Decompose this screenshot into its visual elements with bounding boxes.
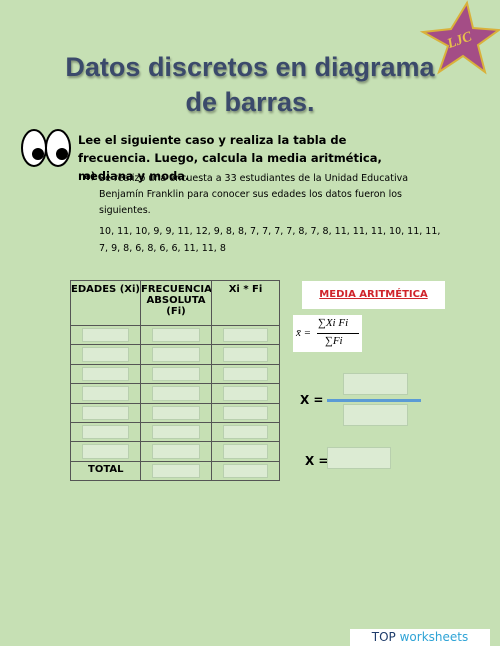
formula-lhs: x̄ = <box>296 327 312 339</box>
result-input[interactable] <box>327 447 391 469</box>
fraction-line <box>327 399 421 402</box>
title: Datos discretos en diagrama <box>65 52 435 82</box>
table-header: FRECUENCIA ABSOLUTA (Fi) <box>140 280 212 326</box>
denominator-input[interactable] <box>343 404 408 426</box>
answer-input[interactable] <box>152 366 200 382</box>
result-label: X = <box>305 454 329 468</box>
eyes-icon <box>21 129 71 167</box>
total-label: TOTAL <box>88 463 124 475</box>
answer-input[interactable] <box>152 386 200 401</box>
brand: worksheets <box>399 630 469 644</box>
answer-input[interactable] <box>152 347 200 362</box>
answer-input[interactable] <box>223 444 268 459</box>
answer-input[interactable] <box>152 328 200 343</box>
title: de barras. <box>185 87 315 117</box>
answer-input[interactable] <box>152 405 200 420</box>
footer-logo[interactable]: TOP worksheets <box>350 629 490 646</box>
answer-input[interactable] <box>223 347 268 362</box>
formula: x̄ = ∑Xi Fi ∑Fi <box>293 315 362 352</box>
answer-input[interactable] <box>82 386 129 401</box>
answer-input[interactable] <box>82 347 129 362</box>
result-label: X = <box>300 393 324 407</box>
formula-denominator: ∑Fi <box>325 335 343 347</box>
answer-input[interactable] <box>152 425 200 440</box>
answer-input[interactable] <box>82 366 129 382</box>
item-label: a) <box>84 171 96 182</box>
table-header: EDADES (Xi) <box>70 280 141 326</box>
answer-input[interactable] <box>223 463 268 479</box>
answer-input[interactable] <box>152 463 200 479</box>
table-header: Xi * Fi <box>211 280 280 326</box>
brand: TOP <box>371 630 396 644</box>
answer-input[interactable] <box>223 366 268 382</box>
instruction: Lee el siguiente caso y realiza la tabla… <box>78 133 382 183</box>
numerator-input[interactable] <box>343 373 408 395</box>
formula-numerator: ∑Xi Fi <box>318 317 349 329</box>
answer-input[interactable] <box>152 444 200 459</box>
answer-input[interactable] <box>223 425 268 440</box>
answer-input[interactable] <box>82 405 129 420</box>
mean-label: MEDIA ARITMÉTICA <box>302 281 445 309</box>
data-list: 10, 11, 10, 9, 9, 11, 12, 9, 8, 8, 7, 7,… <box>99 226 441 254</box>
table-cell <box>211 460 280 482</box>
frequency-table: EDADES (Xi) FRECUENCIA ABSOLUTA (Fi) Xi … <box>70 280 280 482</box>
answer-input[interactable] <box>82 328 129 343</box>
answer-input[interactable] <box>223 405 268 420</box>
answer-input[interactable] <box>82 444 129 459</box>
badge-star: LJC <box>419 0 500 75</box>
answer-input[interactable] <box>223 328 268 343</box>
item-text: Se realizó una encuesta a 33 estudiantes… <box>99 173 409 216</box>
answer-input[interactable] <box>223 386 268 401</box>
answer-input[interactable] <box>82 425 129 440</box>
